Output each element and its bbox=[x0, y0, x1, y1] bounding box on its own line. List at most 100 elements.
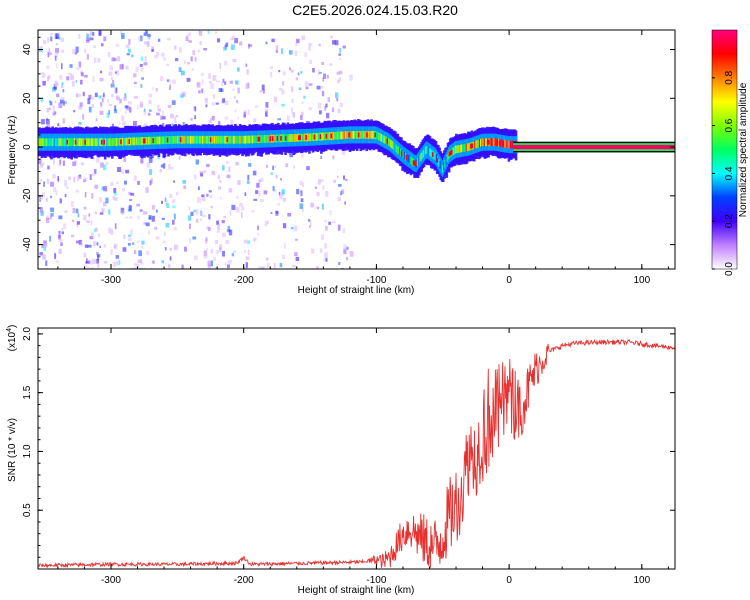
noise-speck bbox=[326, 74, 329, 79]
noise-speck bbox=[192, 236, 197, 240]
noise-speck bbox=[274, 165, 276, 168]
noise-speck bbox=[111, 93, 114, 98]
noise-speck bbox=[281, 48, 283, 55]
noise-speck bbox=[163, 240, 166, 244]
noise-speck bbox=[346, 257, 349, 261]
noise-speck bbox=[113, 187, 117, 193]
noise-speck bbox=[218, 87, 222, 93]
noise-speck bbox=[209, 195, 213, 199]
noise-speck bbox=[275, 174, 278, 179]
noise-speck bbox=[270, 71, 273, 78]
noise-speck bbox=[49, 52, 53, 56]
noise-speck bbox=[344, 178, 348, 182]
noise-speck bbox=[78, 239, 83, 245]
noise-speck bbox=[122, 247, 127, 252]
noise-speck bbox=[248, 163, 252, 167]
noise-speck bbox=[148, 215, 152, 220]
noise-speck bbox=[53, 84, 56, 89]
noise-speck bbox=[224, 81, 227, 85]
noise-speck bbox=[182, 93, 186, 97]
x-tick-label: -200 bbox=[234, 575, 254, 586]
noise-speck bbox=[271, 38, 275, 43]
noise-speck bbox=[183, 185, 187, 190]
noise-speck bbox=[143, 110, 147, 116]
noise-speck bbox=[211, 115, 215, 121]
noise-speck bbox=[245, 262, 248, 268]
noise-speck bbox=[199, 170, 203, 174]
noise-speck bbox=[220, 196, 222, 200]
noise-speck bbox=[295, 256, 300, 262]
noise-speck bbox=[143, 222, 147, 225]
noise-speck bbox=[304, 52, 307, 58]
noise-speck bbox=[54, 55, 57, 61]
noise-speck bbox=[86, 33, 89, 38]
noise-speck bbox=[205, 237, 208, 242]
noise-speck bbox=[191, 68, 194, 71]
noise-speck bbox=[80, 72, 84, 77]
noise-speck bbox=[229, 210, 232, 217]
noise-speck bbox=[193, 174, 197, 180]
noise-speck bbox=[328, 221, 331, 225]
noise-speck bbox=[43, 240, 47, 247]
noise-speck bbox=[50, 181, 54, 187]
noise-speck bbox=[207, 227, 211, 231]
noise-speck bbox=[227, 225, 231, 231]
noise-speck bbox=[305, 86, 309, 90]
noise-speck bbox=[338, 70, 343, 75]
noise-speck bbox=[100, 103, 103, 108]
noise-speck bbox=[321, 234, 324, 240]
noise-speck bbox=[148, 93, 153, 98]
noise-speck bbox=[237, 67, 240, 72]
colorbar-label: Normalized spectral amplitude bbox=[738, 82, 749, 217]
noise-speck bbox=[165, 222, 170, 228]
noise-speck bbox=[316, 266, 319, 269]
noise-speck bbox=[301, 35, 306, 41]
snr-y-axis: 0.5 1.0 1.5 2.0 bbox=[22, 326, 675, 558]
noise-speck bbox=[171, 79, 176, 84]
noise-speck bbox=[285, 163, 289, 168]
noise-speck bbox=[325, 190, 329, 197]
noise-speck bbox=[151, 152, 155, 159]
noise-speck bbox=[124, 105, 129, 109]
noise-speck bbox=[130, 229, 133, 235]
noise-speck bbox=[60, 239, 63, 244]
noise-speck bbox=[121, 169, 124, 174]
noise-speck bbox=[169, 85, 171, 90]
noise-speck bbox=[149, 169, 152, 176]
noise-speck bbox=[244, 267, 247, 269]
noise-speck bbox=[290, 107, 294, 114]
noise-speck bbox=[219, 247, 222, 252]
noise-speck bbox=[228, 229, 233, 236]
noise-speck bbox=[72, 161, 76, 167]
noise-speck bbox=[93, 45, 97, 48]
noise-speck bbox=[141, 157, 144, 161]
noise-speck bbox=[264, 111, 268, 117]
noise-speck bbox=[45, 118, 50, 125]
noise-speck bbox=[124, 93, 127, 98]
noise-speck bbox=[272, 185, 275, 191]
noise-speck bbox=[337, 197, 341, 202]
noise-speck bbox=[263, 89, 265, 94]
noise-speck bbox=[318, 43, 321, 47]
noise-speck bbox=[208, 120, 211, 123]
noise-speck bbox=[265, 109, 268, 113]
noise-speck bbox=[96, 241, 99, 246]
noise-speck bbox=[343, 175, 346, 180]
noise-speck bbox=[168, 264, 171, 268]
noise-speck bbox=[120, 210, 125, 215]
y-tick-label: 20 bbox=[22, 92, 33, 104]
noise-speck bbox=[45, 243, 48, 248]
noise-speck bbox=[42, 162, 45, 166]
noise-speck bbox=[174, 116, 177, 121]
x-tick-label: -200 bbox=[234, 275, 254, 286]
noise-speck bbox=[201, 88, 204, 94]
noise-speck bbox=[102, 201, 107, 207]
noise-speck bbox=[300, 70, 303, 74]
noise-speck bbox=[46, 65, 50, 70]
noise-speck bbox=[62, 160, 65, 166]
noise-speck bbox=[247, 109, 250, 115]
noise-speck bbox=[243, 110, 247, 115]
noise-speck bbox=[109, 103, 112, 107]
noise-speck bbox=[47, 52, 50, 58]
